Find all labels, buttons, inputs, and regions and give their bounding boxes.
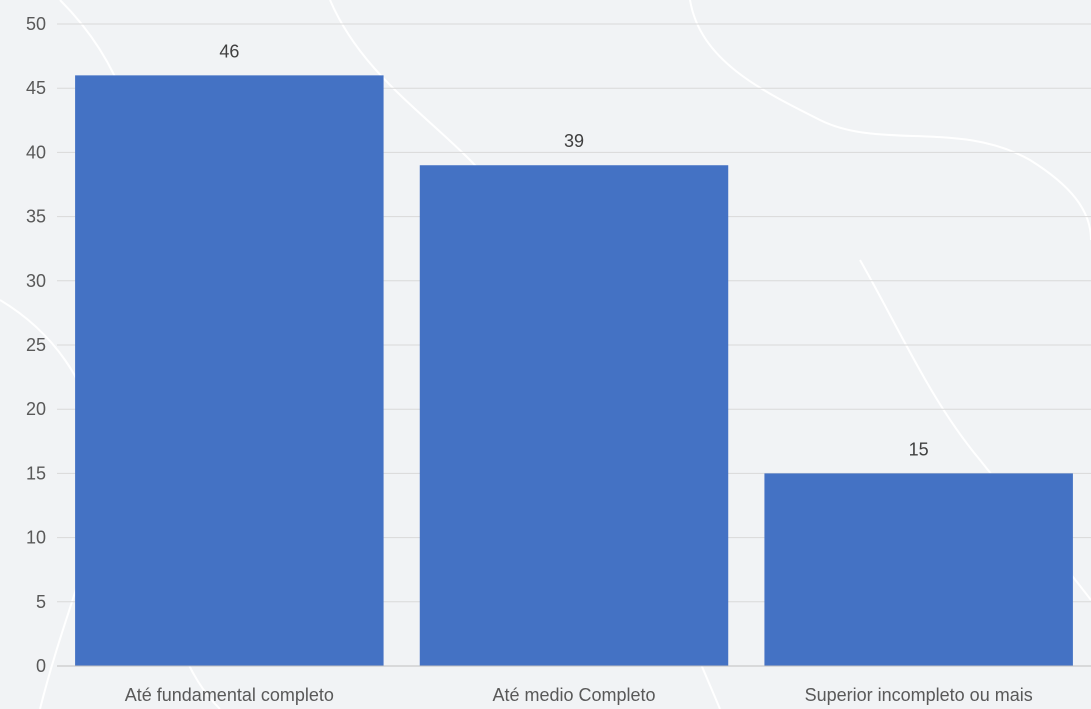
data-label: 39 bbox=[564, 131, 584, 151]
bars bbox=[75, 75, 1073, 667]
y-tick-label: 25 bbox=[26, 335, 46, 355]
x-tick-label: Até medio Completo bbox=[492, 685, 655, 705]
y-tick-label: 40 bbox=[26, 142, 46, 162]
y-tick-label: 45 bbox=[26, 78, 46, 98]
data-label: 46 bbox=[219, 41, 239, 61]
y-tick-label: 35 bbox=[26, 207, 46, 227]
y-tick-label: 15 bbox=[26, 463, 46, 483]
x-tick-label: Até fundamental completo bbox=[125, 685, 334, 705]
bar bbox=[419, 165, 729, 667]
y-tick-label: 30 bbox=[26, 271, 46, 291]
y-tick-label: 10 bbox=[26, 528, 46, 548]
y-tick-label: 50 bbox=[26, 14, 46, 34]
y-tick-label: 20 bbox=[26, 399, 46, 419]
map-watermark-line bbox=[689, 0, 1091, 241]
x-tick-label: Superior incompleto ou mais bbox=[805, 685, 1033, 705]
y-axis: 0 5 10 15 20 25 30 35 40 45 50 bbox=[26, 14, 46, 676]
x-axis: Até fundamental completo Até medio Comple… bbox=[57, 665, 1091, 705]
data-label: 15 bbox=[909, 439, 929, 459]
bar bbox=[75, 75, 384, 667]
y-tick-label: 0 bbox=[36, 656, 46, 676]
bar bbox=[764, 473, 1073, 666]
data-labels: 46 39 15 bbox=[219, 41, 928, 459]
y-tick-label: 5 bbox=[36, 592, 46, 612]
